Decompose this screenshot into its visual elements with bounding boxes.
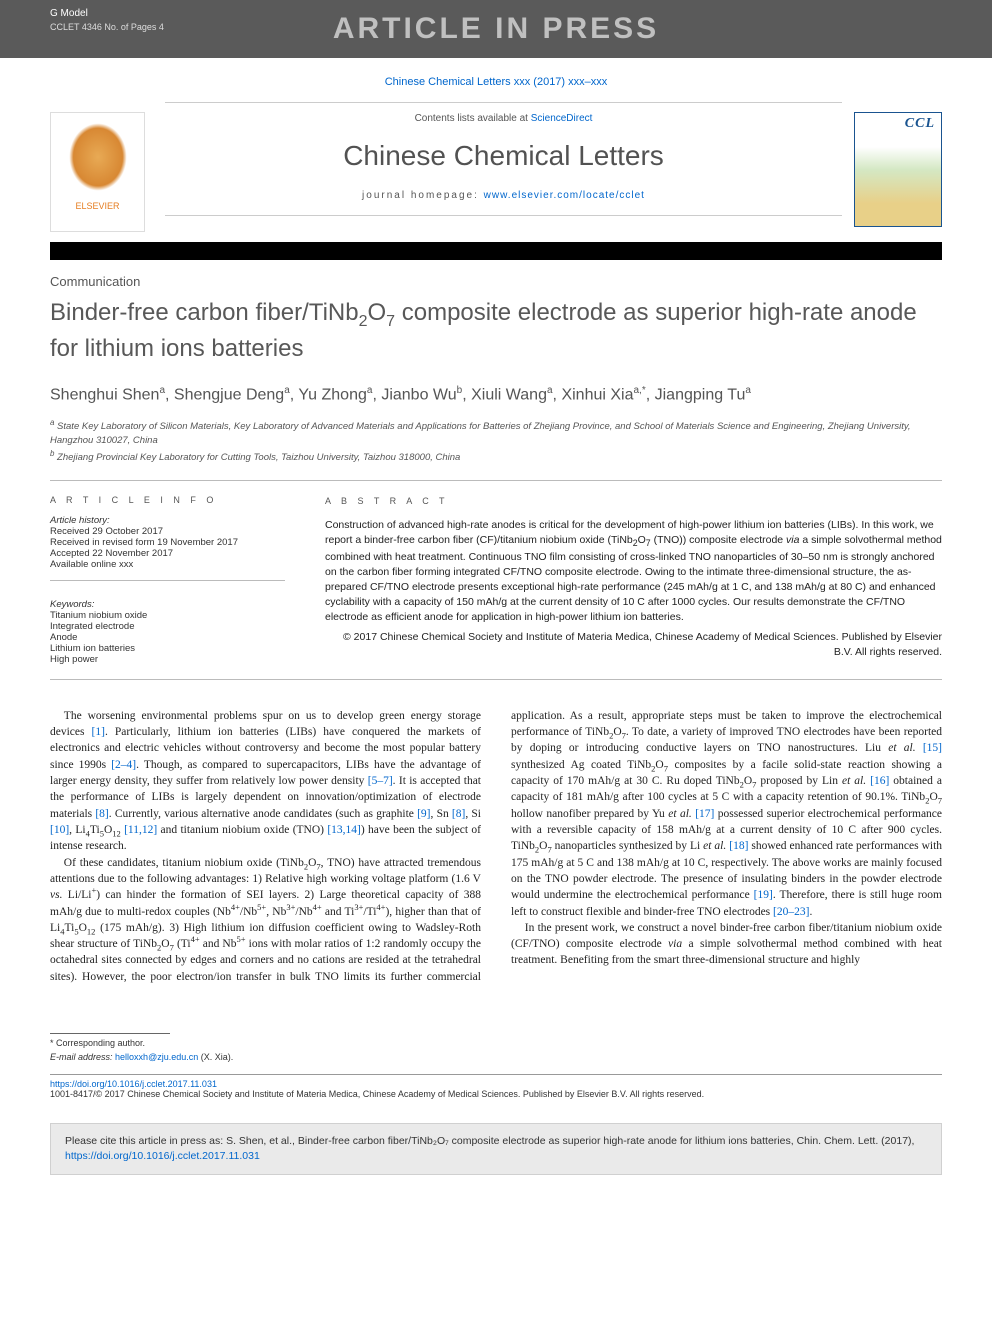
- keywords-head: Keywords:: [50, 599, 285, 610]
- email-link[interactable]: helloxxh@zju.edu.cn: [115, 1052, 198, 1062]
- homepage-prefix: journal homepage:: [362, 190, 484, 201]
- email-note: E-mail address: helloxxh@zju.edu.cn (X. …: [50, 1052, 942, 1062]
- abstract-text: Construction of advanced high-rate anode…: [325, 518, 942, 626]
- keyword: High power: [50, 654, 285, 665]
- cite-doi-link[interactable]: https://doi.org/10.1016/j.cclet.2017.11.…: [65, 1150, 260, 1162]
- corresponding-note: * Corresponding author.: [50, 1038, 942, 1048]
- doi-link[interactable]: https://doi.org/10.1016/j.cclet.2017.11.…: [50, 1079, 217, 1089]
- article-title: Binder-free carbon fiber/TiNb2O7 composi…: [50, 297, 942, 364]
- separator: [50, 679, 942, 680]
- journal-ref: Chinese Chemical Letters xxx (2017) xxx–…: [0, 76, 992, 88]
- content-area: Communication Binder-free carbon fiber/T…: [0, 274, 992, 1105]
- sciencedirect-link[interactable]: ScienceDirect: [531, 113, 593, 124]
- keyword: Integrated electrode: [50, 621, 285, 632]
- abstract-block: A B S T R A C T Construction of advanced…: [325, 495, 942, 665]
- keyword: Titanium niobium oxide: [50, 610, 285, 621]
- info-online: Available online xxx: [50, 559, 285, 570]
- affiliations: a State Key Laboratory of Silicon Materi…: [50, 417, 942, 466]
- cite-box: Please cite this article in press as: S.…: [50, 1123, 942, 1174]
- keyword: Anode: [50, 632, 285, 643]
- ccl-badge[interactable]: CCL: [854, 112, 942, 227]
- abstract-copyright: © 2017 Chinese Chemical Society and Inst…: [325, 630, 942, 660]
- separator: [50, 480, 942, 481]
- homepage-link[interactable]: www.elsevier.com/locate/cclet: [484, 190, 645, 201]
- info-heading: A R T I C L E I N F O: [50, 495, 285, 505]
- info-received: Received 29 October 2017: [50, 526, 285, 537]
- page: G Model CCLET 4346 No. of Pages 4 ARTICL…: [0, 0, 992, 1323]
- header-bar: G Model CCLET 4346 No. of Pages 4 ARTICL…: [0, 0, 992, 58]
- gmodel-sub: CCLET 4346 No. of Pages 4: [50, 22, 164, 32]
- homepage-line: journal homepage: www.elsevier.com/locat…: [165, 190, 842, 201]
- history-head: Article history:: [50, 515, 285, 526]
- body-text: The worsening environmental problems spu…: [50, 708, 942, 986]
- black-separator: [50, 242, 942, 260]
- email-who: (X. Xia).: [201, 1052, 234, 1062]
- abstract-heading: A B S T R A C T: [325, 495, 942, 508]
- footnote-separator: [50, 1033, 170, 1034]
- article-type: Communication: [50, 274, 942, 289]
- issn-line: 1001-8417/© 2017 Chinese Chemical Societ…: [50, 1089, 704, 1099]
- ccl-badge-label: CCL: [855, 113, 941, 135]
- masthead-box: Contents lists available at ScienceDirec…: [165, 102, 842, 216]
- separator: [50, 580, 285, 581]
- paragraph: The worsening environmental problems spu…: [50, 708, 481, 855]
- journal-name: Chinese Chemical Letters: [165, 140, 842, 172]
- contents-prefix: Contents lists available at: [415, 113, 531, 124]
- journal-ref-link[interactable]: Chinese Chemical Letters xxx (2017) xxx–…: [385, 76, 608, 88]
- meta-row: A R T I C L E I N F O Article history: R…: [50, 495, 942, 665]
- keyword: Lithium ion batteries: [50, 643, 285, 654]
- cite-text: Please cite this article in press as: S.…: [65, 1135, 914, 1147]
- article-info: A R T I C L E I N F O Article history: R…: [50, 495, 285, 665]
- contents-line: Contents lists available at ScienceDirec…: [165, 113, 842, 124]
- info-accepted: Accepted 22 November 2017: [50, 548, 285, 559]
- authors: Shenghui Shena, Shengjue Denga, Yu Zhong…: [50, 384, 942, 407]
- paragraph: In the present work, we construct a nove…: [511, 920, 942, 969]
- gmodel-label: G Model: [50, 8, 88, 19]
- info-revised: Received in revised form 19 November 201…: [50, 537, 285, 548]
- masthead: ELSEVIER Contents lists available at Sci…: [50, 102, 942, 242]
- footer: https://doi.org/10.1016/j.cclet.2017.11.…: [50, 1074, 942, 1105]
- email-label: E-mail address:: [50, 1052, 113, 1062]
- elsevier-logo[interactable]: ELSEVIER: [50, 112, 145, 232]
